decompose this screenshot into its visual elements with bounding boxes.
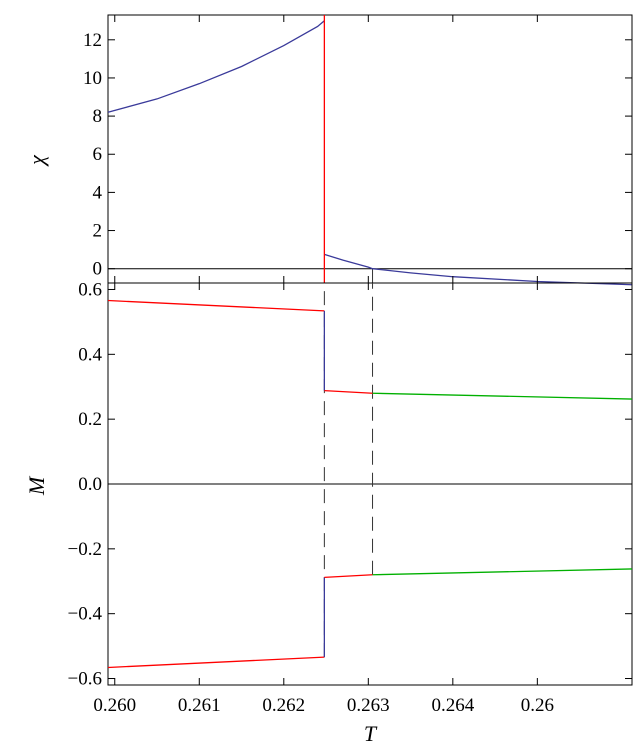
M-xtick-label: 0.264 (431, 695, 474, 716)
M-ytick-label: 0.6 (78, 279, 102, 300)
M-xtick-label: 0.262 (262, 695, 305, 716)
M-y-ticks: −0.6 −0.4 −0.2 0.0 0.2 0.4 0.6 (68, 279, 632, 690)
chi-y-axis-label: χ (24, 154, 49, 167)
M-series-7 (372, 568, 633, 576)
M-ytick-label: −0.2 (68, 539, 102, 560)
M-series (107, 299, 633, 669)
chi-plot-frame (107, 14, 633, 284)
magnetization-panel: −0.6 −0.4 −0.2 0.0 0.2 0.4 0.6 0.260 0.261 0.262… (24, 279, 633, 746)
M-reference-lines (108, 283, 632, 658)
M-ytick-label: −0.6 (68, 669, 102, 690)
chi-ytick-label: 2 (93, 221, 103, 242)
chi-ytick-label: 10 (83, 68, 102, 89)
chi-ytick-label: 12 (83, 30, 102, 51)
M-ytick-label: −0.4 (68, 604, 103, 625)
chi-series-1 (324, 253, 633, 286)
M-xtick-label: 0.26 (521, 695, 554, 716)
M-series-3 (372, 392, 633, 400)
M-xtick-label: 0.263 (347, 695, 390, 716)
chi-ytick-label: 6 (93, 144, 103, 165)
M-ytick-label: 0.0 (78, 474, 102, 495)
M-series-2 (324, 389, 373, 394)
chi-series-0 (107, 20, 325, 113)
M-x-ticks: 0.260 0.261 0.262 0.263 0.264 0.26 (93, 283, 554, 716)
chi-reference-lines (108, 268, 632, 283)
M-series-0 (107, 299, 325, 312)
x-axis-label: T (364, 721, 378, 746)
chi-ytick-label: 0 (93, 259, 103, 280)
chi-series (107, 15, 633, 286)
M-series-6 (324, 574, 373, 579)
M-xtick-label: 0.260 (93, 695, 136, 716)
chi-ytick-label: 4 (93, 182, 103, 203)
chi-y-ticks: 0 2 4 6 8 10 12 (83, 30, 632, 280)
M-xtick-label: 0.261 (178, 695, 221, 716)
M-y-axis-label: M (24, 475, 49, 496)
chi-panel: 0 2 4 6 8 10 12 χ (24, 14, 633, 286)
M-series-4 (107, 656, 325, 669)
M-ytick-label: 0.2 (78, 409, 102, 430)
chi-x-ticks (114, 15, 538, 283)
chi-ytick-label: 8 (93, 106, 103, 127)
M-ytick-label: 0.4 (78, 344, 102, 365)
